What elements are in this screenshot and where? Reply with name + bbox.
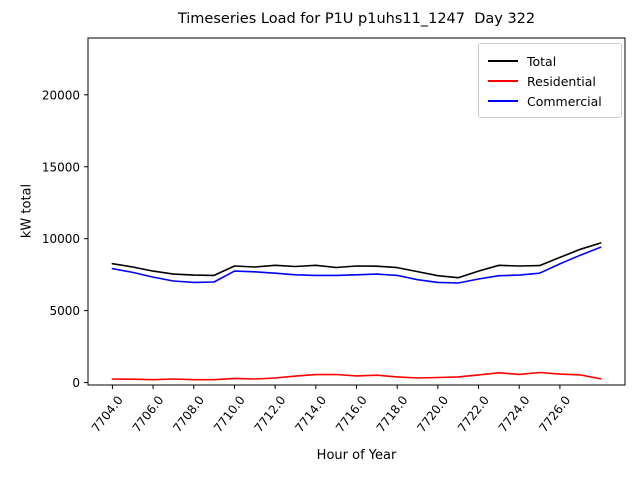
legend-line-commercial-swatch xyxy=(488,100,518,102)
legend-entry-residential: Residential xyxy=(488,71,612,91)
series-line-commercial xyxy=(111,246,602,284)
legend-label-commercial: Commercial xyxy=(527,93,602,109)
x-tick-label: 7710.0 xyxy=(211,393,248,435)
x-tick-label: 7714.0 xyxy=(292,393,329,435)
y-tick-label: 20000 xyxy=(42,88,80,102)
chart-title: Timeseries Load for P1U p1uhs11_1247 Day… xyxy=(177,11,536,27)
x-tick-label: 7718.0 xyxy=(374,393,411,435)
legend-entry-commercial: Commercial xyxy=(488,91,612,111)
y-tick-label: 0 xyxy=(72,376,80,390)
legend-line-residential-swatch xyxy=(488,80,518,82)
x-tick-label: 7726.0 xyxy=(536,393,573,435)
x-tick-label: 7712.0 xyxy=(252,393,289,435)
plot-frame xyxy=(87,37,626,386)
legend-box: Total Residential Commercial xyxy=(478,43,622,118)
series-line-total xyxy=(111,242,602,279)
y-tick-label: 5000 xyxy=(49,304,80,318)
x-tick-label: 7720.0 xyxy=(414,393,451,435)
y-axis-label: kW total xyxy=(19,183,35,239)
legend-line-total-swatch xyxy=(488,60,518,62)
y-tick-label: 15000 xyxy=(42,160,80,174)
x-tick-label: 7724.0 xyxy=(496,393,533,435)
legend-entry-total: Total xyxy=(488,51,612,71)
x-tick-label: 7722.0 xyxy=(455,393,492,435)
series-line-residential xyxy=(111,371,602,381)
y-tick-label: 10000 xyxy=(42,232,80,246)
x-tick-label: 7716.0 xyxy=(333,393,370,435)
legend-label-residential: Residential xyxy=(527,73,596,89)
x-tick-label: 7708.0 xyxy=(170,393,207,435)
x-tick-label: 7704.0 xyxy=(89,393,126,435)
x-axis-label: Hour of Year xyxy=(316,448,397,463)
legend-label-total: Total xyxy=(527,53,557,69)
x-tick-label: 7706.0 xyxy=(130,393,167,435)
